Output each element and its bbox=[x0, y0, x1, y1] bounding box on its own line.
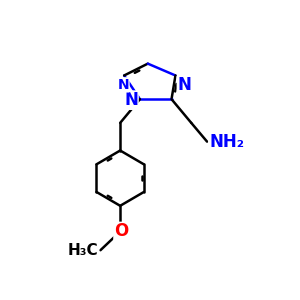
Text: NH₂: NH₂ bbox=[209, 133, 244, 151]
Text: H₃C: H₃C bbox=[68, 243, 98, 258]
Text: N: N bbox=[124, 91, 138, 109]
Text: N: N bbox=[117, 78, 129, 92]
Text: O: O bbox=[114, 223, 128, 241]
Text: N: N bbox=[177, 76, 191, 94]
